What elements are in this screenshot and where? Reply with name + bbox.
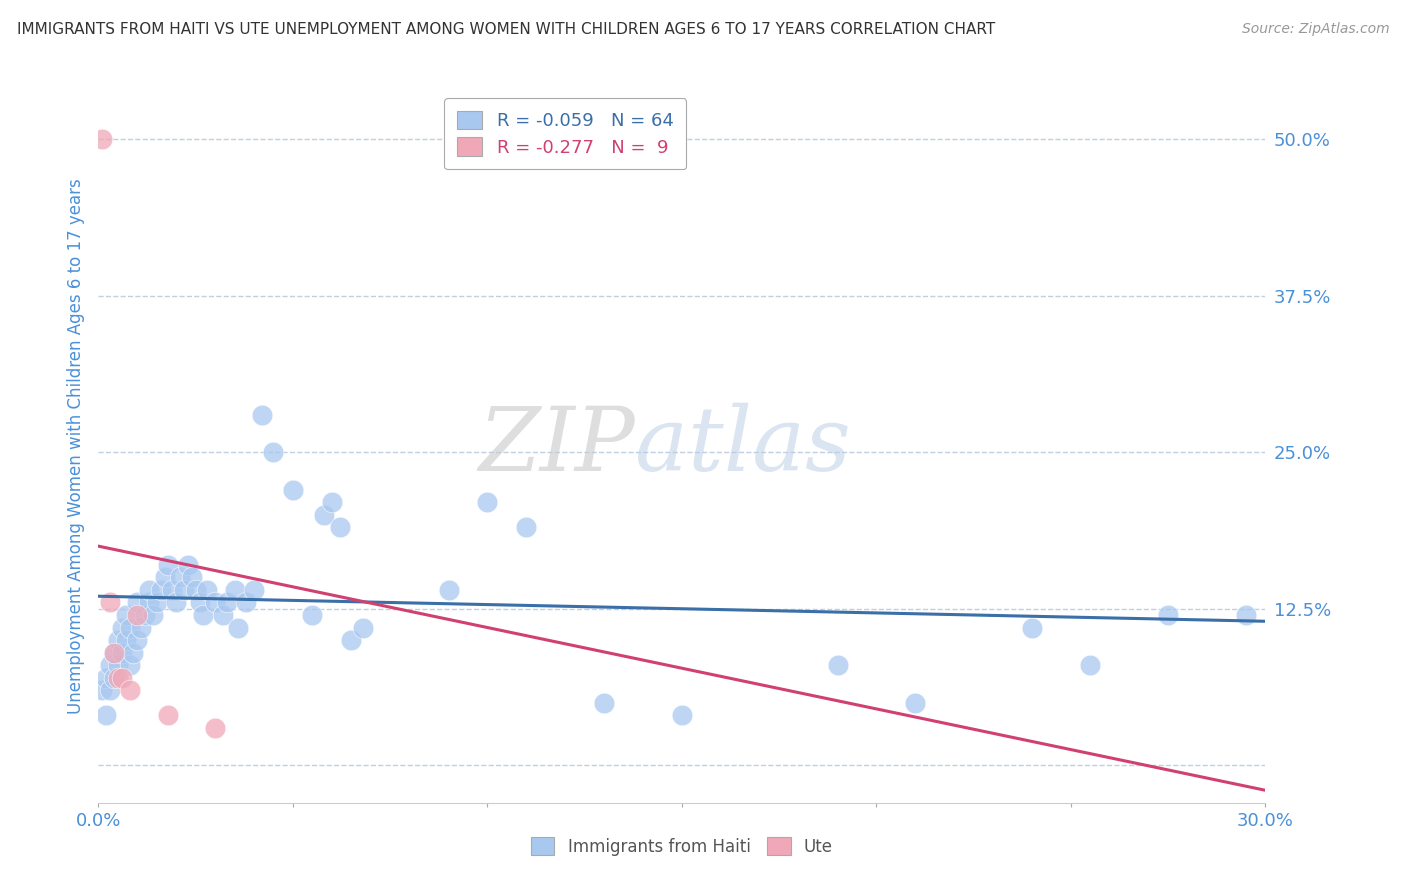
Point bbox=[169, 570, 191, 584]
Point bbox=[98, 683, 121, 698]
Point bbox=[224, 582, 246, 597]
Point bbox=[98, 658, 121, 673]
Point bbox=[250, 408, 273, 422]
Point bbox=[96, 708, 118, 723]
Text: Source: ZipAtlas.com: Source: ZipAtlas.com bbox=[1241, 22, 1389, 37]
Point bbox=[204, 721, 226, 735]
Text: IMMIGRANTS FROM HAITI VS UTE UNEMPLOYMENT AMONG WOMEN WITH CHILDREN AGES 6 TO 17: IMMIGRANTS FROM HAITI VS UTE UNEMPLOYMEN… bbox=[17, 22, 995, 37]
Point bbox=[149, 582, 172, 597]
Point bbox=[107, 633, 129, 648]
Point bbox=[204, 595, 226, 609]
Point bbox=[515, 520, 537, 534]
Point bbox=[103, 671, 125, 685]
Point bbox=[111, 621, 134, 635]
Point bbox=[312, 508, 335, 522]
Point bbox=[91, 683, 114, 698]
Point bbox=[129, 621, 152, 635]
Point bbox=[134, 607, 156, 622]
Point bbox=[188, 595, 211, 609]
Point bbox=[138, 595, 160, 609]
Point bbox=[193, 607, 215, 622]
Point bbox=[118, 658, 141, 673]
Point bbox=[114, 607, 136, 622]
Point bbox=[235, 595, 257, 609]
Point bbox=[111, 646, 134, 660]
Point bbox=[177, 558, 200, 572]
Text: ZIP: ZIP bbox=[478, 402, 636, 490]
Point bbox=[146, 595, 169, 609]
Point bbox=[118, 621, 141, 635]
Point bbox=[301, 607, 323, 622]
Point bbox=[437, 582, 460, 597]
Point bbox=[107, 671, 129, 685]
Legend: Immigrants from Haiti, Ute: Immigrants from Haiti, Ute bbox=[524, 830, 839, 863]
Point bbox=[153, 570, 176, 584]
Point bbox=[127, 633, 149, 648]
Point bbox=[827, 658, 849, 673]
Point bbox=[98, 595, 121, 609]
Point bbox=[904, 696, 927, 710]
Point bbox=[1080, 658, 1102, 673]
Point bbox=[281, 483, 304, 497]
Point bbox=[138, 582, 160, 597]
Point bbox=[165, 595, 187, 609]
Point bbox=[107, 658, 129, 673]
Point bbox=[321, 495, 343, 509]
Point bbox=[103, 646, 125, 660]
Text: atlas: atlas bbox=[636, 402, 851, 490]
Point bbox=[593, 696, 616, 710]
Point bbox=[122, 646, 145, 660]
Point bbox=[184, 582, 207, 597]
Point bbox=[262, 445, 284, 459]
Point bbox=[118, 683, 141, 698]
Point bbox=[103, 646, 125, 660]
Point bbox=[340, 633, 363, 648]
Point bbox=[1021, 621, 1043, 635]
Point bbox=[243, 582, 266, 597]
Point bbox=[162, 582, 184, 597]
Point bbox=[180, 570, 202, 584]
Point bbox=[91, 132, 114, 146]
Point bbox=[195, 582, 218, 597]
Point bbox=[228, 621, 250, 635]
Point bbox=[142, 607, 165, 622]
Point bbox=[96, 671, 118, 685]
Point bbox=[352, 621, 374, 635]
Point bbox=[212, 607, 235, 622]
Point bbox=[114, 633, 136, 648]
Point bbox=[157, 708, 180, 723]
Point bbox=[157, 558, 180, 572]
Point bbox=[215, 595, 238, 609]
Point bbox=[173, 582, 195, 597]
Point bbox=[127, 595, 149, 609]
Point bbox=[1234, 607, 1257, 622]
Point bbox=[1157, 607, 1180, 622]
Point bbox=[127, 607, 149, 622]
Y-axis label: Unemployment Among Women with Children Ages 6 to 17 years: Unemployment Among Women with Children A… bbox=[66, 178, 84, 714]
Point bbox=[477, 495, 499, 509]
Point bbox=[111, 671, 134, 685]
Point bbox=[671, 708, 693, 723]
Point bbox=[329, 520, 352, 534]
